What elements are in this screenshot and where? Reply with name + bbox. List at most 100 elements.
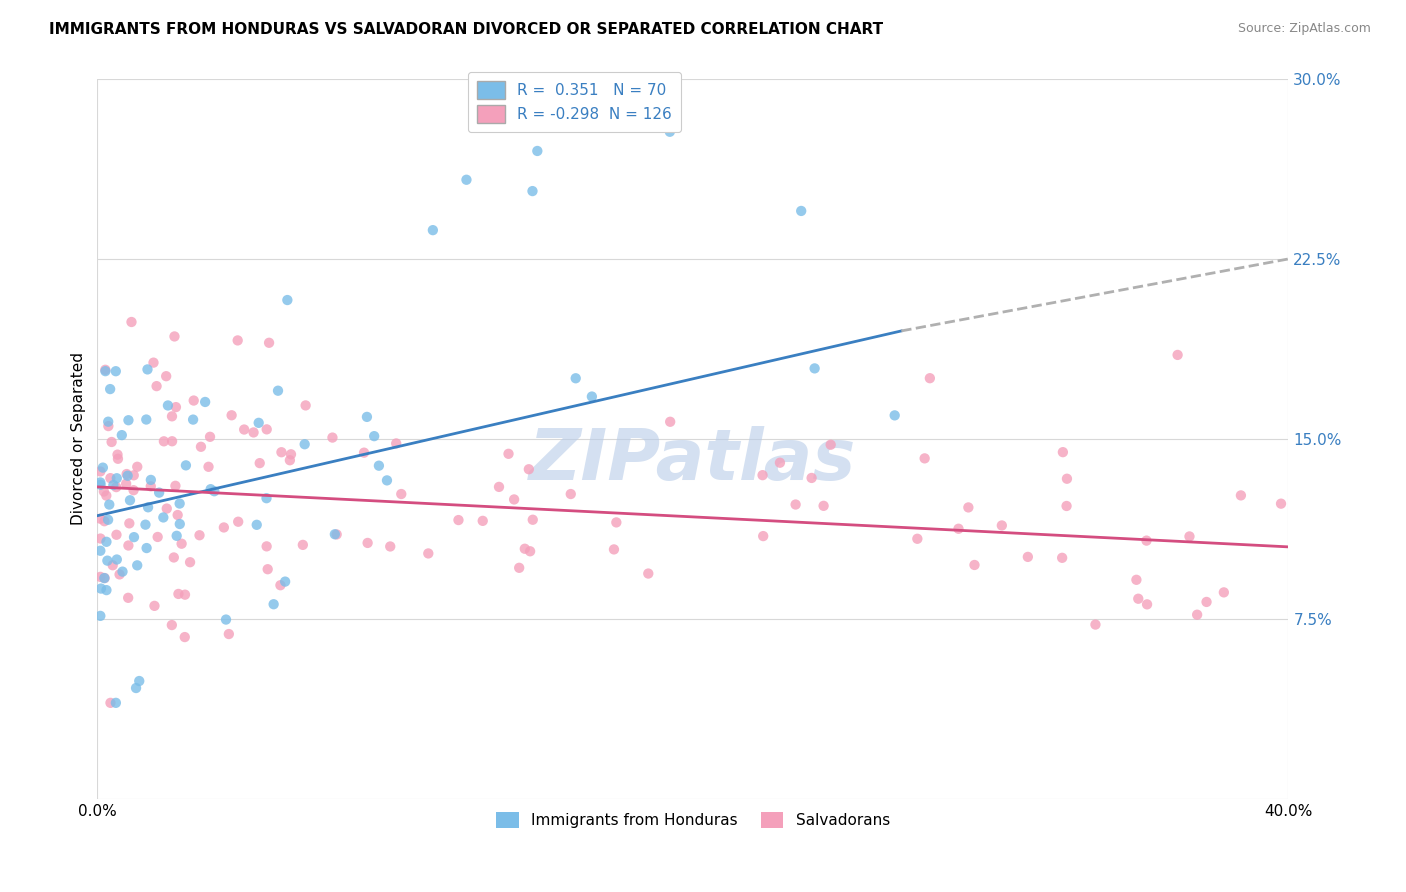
Point <box>1230 488 1253 502</box>
Point <box>90 582 112 596</box>
Point <box>256 491 278 506</box>
Point <box>183 393 205 408</box>
Point <box>270 445 292 459</box>
Point <box>280 447 302 461</box>
Text: Source: ZipAtlas.com: Source: ZipAtlas.com <box>1237 22 1371 36</box>
Point <box>115 467 138 481</box>
Point <box>94 364 117 378</box>
Point <box>174 458 197 473</box>
Point <box>813 499 835 513</box>
Point <box>269 578 291 592</box>
Point <box>89 608 111 623</box>
Point <box>513 541 536 556</box>
Point <box>97 415 120 429</box>
Point <box>1125 573 1147 587</box>
Point <box>104 696 127 710</box>
Point <box>98 382 121 396</box>
Point <box>218 627 240 641</box>
Point <box>122 483 145 498</box>
Point <box>323 527 346 541</box>
Point <box>93 484 115 499</box>
Point <box>98 498 121 512</box>
Point <box>89 543 111 558</box>
Point <box>122 530 145 544</box>
Point <box>90 477 112 491</box>
Point <box>522 184 544 198</box>
Point <box>914 451 936 466</box>
Point <box>134 517 156 532</box>
Point <box>226 334 249 348</box>
Point <box>488 480 510 494</box>
Point <box>156 399 179 413</box>
Point <box>105 552 128 566</box>
Point <box>143 599 166 613</box>
Point <box>146 530 169 544</box>
Point <box>1167 348 1189 362</box>
Point <box>659 415 682 429</box>
Point <box>517 462 540 476</box>
Point <box>93 514 115 528</box>
Point <box>105 528 128 542</box>
Point <box>1185 607 1208 622</box>
Point <box>294 398 316 412</box>
Point <box>389 487 412 501</box>
Point <box>1136 598 1159 612</box>
Point <box>1056 499 1078 513</box>
Point <box>105 471 128 485</box>
Point <box>526 144 548 158</box>
Point <box>257 335 280 350</box>
Point <box>190 440 212 454</box>
Point <box>135 412 157 426</box>
Point <box>1056 472 1078 486</box>
Text: IMMIGRANTS FROM HONDURAS VS SALVADORAN DIVORCED OR SEPARATED CORRELATION CHART: IMMIGRANTS FROM HONDURAS VS SALVADORAN D… <box>49 22 883 37</box>
Point <box>200 482 222 496</box>
Point <box>173 630 195 644</box>
Point <box>181 412 204 426</box>
Point <box>380 540 402 554</box>
Point <box>800 471 823 485</box>
Point <box>356 409 378 424</box>
Point <box>375 474 398 488</box>
Point <box>212 520 235 534</box>
Point <box>418 546 440 560</box>
Point <box>111 428 134 442</box>
Point <box>233 423 256 437</box>
Point <box>367 458 389 473</box>
Point <box>122 468 145 483</box>
Point <box>918 371 941 385</box>
Point <box>156 501 179 516</box>
Point <box>142 356 165 370</box>
Point <box>96 554 118 568</box>
Point <box>197 459 219 474</box>
Point <box>1128 591 1150 606</box>
Point <box>136 500 159 515</box>
Point <box>160 409 183 424</box>
Point <box>194 395 217 409</box>
Point <box>1195 595 1218 609</box>
Point <box>263 597 285 611</box>
Point <box>321 431 343 445</box>
Point <box>790 203 813 218</box>
Point <box>165 400 187 414</box>
Point <box>1052 445 1074 459</box>
Y-axis label: Divorced or Separated: Divorced or Separated <box>72 352 86 525</box>
Point <box>256 422 278 436</box>
Point <box>118 493 141 508</box>
Point <box>169 516 191 531</box>
Point <box>249 456 271 470</box>
Point <box>165 479 187 493</box>
Point <box>498 447 520 461</box>
Point <box>160 434 183 449</box>
Point <box>363 429 385 443</box>
Point <box>89 512 111 526</box>
Point <box>127 558 149 573</box>
Point <box>1017 549 1039 564</box>
Point <box>603 542 626 557</box>
Point <box>160 618 183 632</box>
Point <box>291 538 314 552</box>
Point <box>100 471 122 485</box>
Point <box>100 696 122 710</box>
Point <box>278 453 301 467</box>
Point <box>163 329 186 343</box>
Point <box>276 293 298 307</box>
